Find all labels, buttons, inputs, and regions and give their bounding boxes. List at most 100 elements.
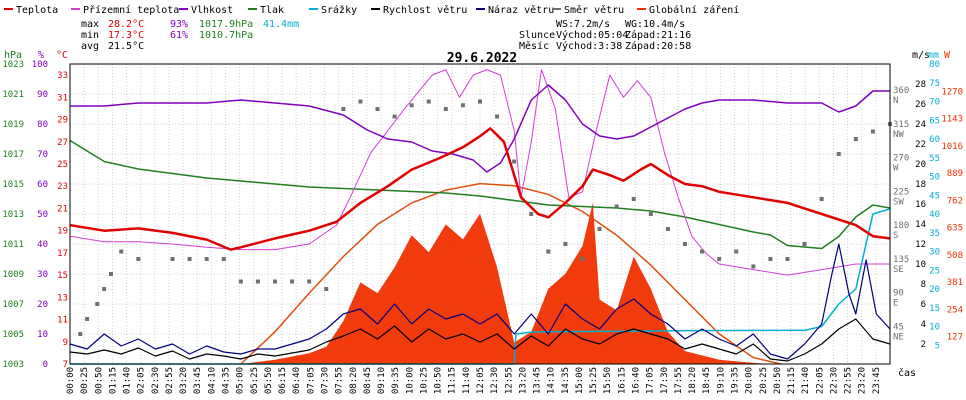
dir-point-20 <box>392 114 397 119</box>
dir-point-42 <box>768 257 773 261</box>
dir-tick-deg-5: 270 <box>893 154 909 164</box>
temp-tick-7: 21 <box>57 204 68 214</box>
hum-tick-8: 80 <box>37 120 48 130</box>
series-ground <box>69 69 890 276</box>
chart-title: 29.6.2022 <box>447 51 517 66</box>
x-tick-26: 10:50 <box>434 367 444 394</box>
dir-point-24 <box>460 103 465 108</box>
x-tick-50: 20:50 <box>773 367 783 394</box>
dir-point-3 <box>102 287 107 291</box>
x-tick-36: 15:00 <box>575 367 585 394</box>
temp-tick-11: 29 <box>57 116 68 126</box>
x-tick-4: 01:40 <box>123 367 133 394</box>
legend: Teplota Přízemní teplota Vlhkost Tlak Srážky… <box>4 4 739 16</box>
x-tick-32: 13:20 <box>518 367 528 394</box>
x-tick-47: 19:35 <box>730 367 740 394</box>
dir-point-37 <box>683 242 687 246</box>
x-tick-29: 12:05 <box>476 367 486 394</box>
x-tick-18: 07:30 <box>320 367 330 394</box>
dir-point-2 <box>95 302 100 306</box>
rad-tick-9: 1270 <box>941 87 963 97</box>
stat-min-temp: 17.3°C <box>108 30 144 41</box>
stat-min-press: 1010.7hPa <box>199 30 253 41</box>
x-tick-6: 02:30 <box>151 367 161 394</box>
dir-point-47 <box>853 137 858 141</box>
x-tick-43: 17:55 <box>674 367 684 394</box>
rain-tick-10: 55 <box>929 154 940 164</box>
legend-label-1: Přízemní teplota <box>83 4 179 16</box>
press-tick-6: 1015 <box>2 180 24 190</box>
x-tick-8: 03:20 <box>179 367 189 394</box>
dir-point-13 <box>273 279 277 284</box>
hum-tick-3: 30 <box>37 270 48 280</box>
press-tick-4: 1011 <box>2 240 24 250</box>
wind-tick-0: 2 <box>921 340 926 350</box>
dir-point-14 <box>290 279 295 284</box>
dir-point-18 <box>358 99 363 104</box>
unit-wind: m/s <box>912 50 930 61</box>
dir-point-29 <box>546 249 551 254</box>
x-tick-57: 23:45 <box>872 367 882 394</box>
dir-point-0 <box>78 332 83 336</box>
wind-tick-6: 14 <box>915 220 926 230</box>
dir-point-27 <box>512 159 517 164</box>
dir-tick-name-2: SE <box>893 265 904 275</box>
dir-point-7 <box>170 257 175 261</box>
dir-tick-deg-1: 90 <box>893 289 904 299</box>
x-tick-48: 20:00 <box>745 367 755 394</box>
dir-point-22 <box>426 99 431 104</box>
rain-tick-4: 25 <box>929 266 940 276</box>
x-tick-30: 12:30 <box>490 367 500 394</box>
dir-point-44 <box>802 242 807 246</box>
temp-tick-2: 11 <box>57 316 68 326</box>
unit-rain: mm <box>927 50 939 61</box>
info-sunrise: Východ:05:04 <box>556 29 628 41</box>
dir-point-21 <box>409 103 414 108</box>
legend-item-1: Přízemní teplota <box>71 4 179 16</box>
stat-max-press: 1017.9hPa <box>199 19 253 30</box>
rain-tick-11: 60 <box>929 135 940 145</box>
plot-area <box>69 69 892 365</box>
x-tick-2: 00:50 <box>94 367 104 394</box>
x-tick-24: 10:00 <box>405 367 415 394</box>
rain-tick-15: 80 <box>929 60 940 70</box>
stats-panel: max 28.2°C 93% 1017.9hPa 41.4mm min 17.3… <box>81 19 299 52</box>
rain-tick-5: 30 <box>929 248 940 258</box>
rain-tick-0: 5 <box>935 341 940 351</box>
x-tick-42: 17:30 <box>660 367 670 394</box>
dir-tick-deg-6: 315 <box>893 120 909 130</box>
x-axis: 00:00 00:25 00:50 01:15 01:40 02:05 02:30 02:55… <box>66 367 882 394</box>
x-tick-1: 00:25 <box>80 367 90 394</box>
y-axes: 1003100510071009101110131015101710191021… <box>2 60 963 370</box>
dir-point-5 <box>119 249 124 254</box>
dir-point-39 <box>717 257 722 261</box>
x-tick-11: 04:35 <box>222 367 232 394</box>
temp-tick-12: 31 <box>57 93 68 103</box>
legend-item-8: Globální záření <box>637 4 739 16</box>
wind-tick-11: 24 <box>915 120 926 130</box>
wind-tick-1: 4 <box>921 320 926 330</box>
legend-label-7: Směr větru <box>564 4 624 16</box>
legend-item-7: Směr větru <box>552 4 624 16</box>
info-sun-label: Slunce <box>519 30 555 41</box>
wind-tick-3: 8 <box>921 280 926 290</box>
press-tick-5: 1013 <box>2 210 24 220</box>
rain-tick-9: 50 <box>929 173 940 183</box>
dir-point-36 <box>665 227 670 231</box>
legend-label-8: Globální záření <box>649 4 739 16</box>
wind-tick-2: 6 <box>921 300 926 310</box>
series-gust <box>69 243 891 360</box>
legend-item-2: Vlhkost <box>179 5 233 16</box>
x-tick-49: 20:25 <box>759 367 769 394</box>
legend-label-6: Náraz větru <box>488 4 554 16</box>
x-tick-5: 02:05 <box>137 367 147 394</box>
x-tick-33: 13:45 <box>533 367 543 394</box>
info-moonrise: Východ:3:38 <box>556 40 622 52</box>
dir-tick-deg-2: 135 <box>893 255 909 265</box>
x-tick-20: 08:20 <box>349 367 359 394</box>
dir-point-1 <box>85 317 90 321</box>
temp-tick-10: 27 <box>57 138 68 148</box>
dir-point-34 <box>631 197 636 201</box>
temp-tick-8: 23 <box>57 182 68 192</box>
x-tick-10: 04:10 <box>207 367 217 394</box>
